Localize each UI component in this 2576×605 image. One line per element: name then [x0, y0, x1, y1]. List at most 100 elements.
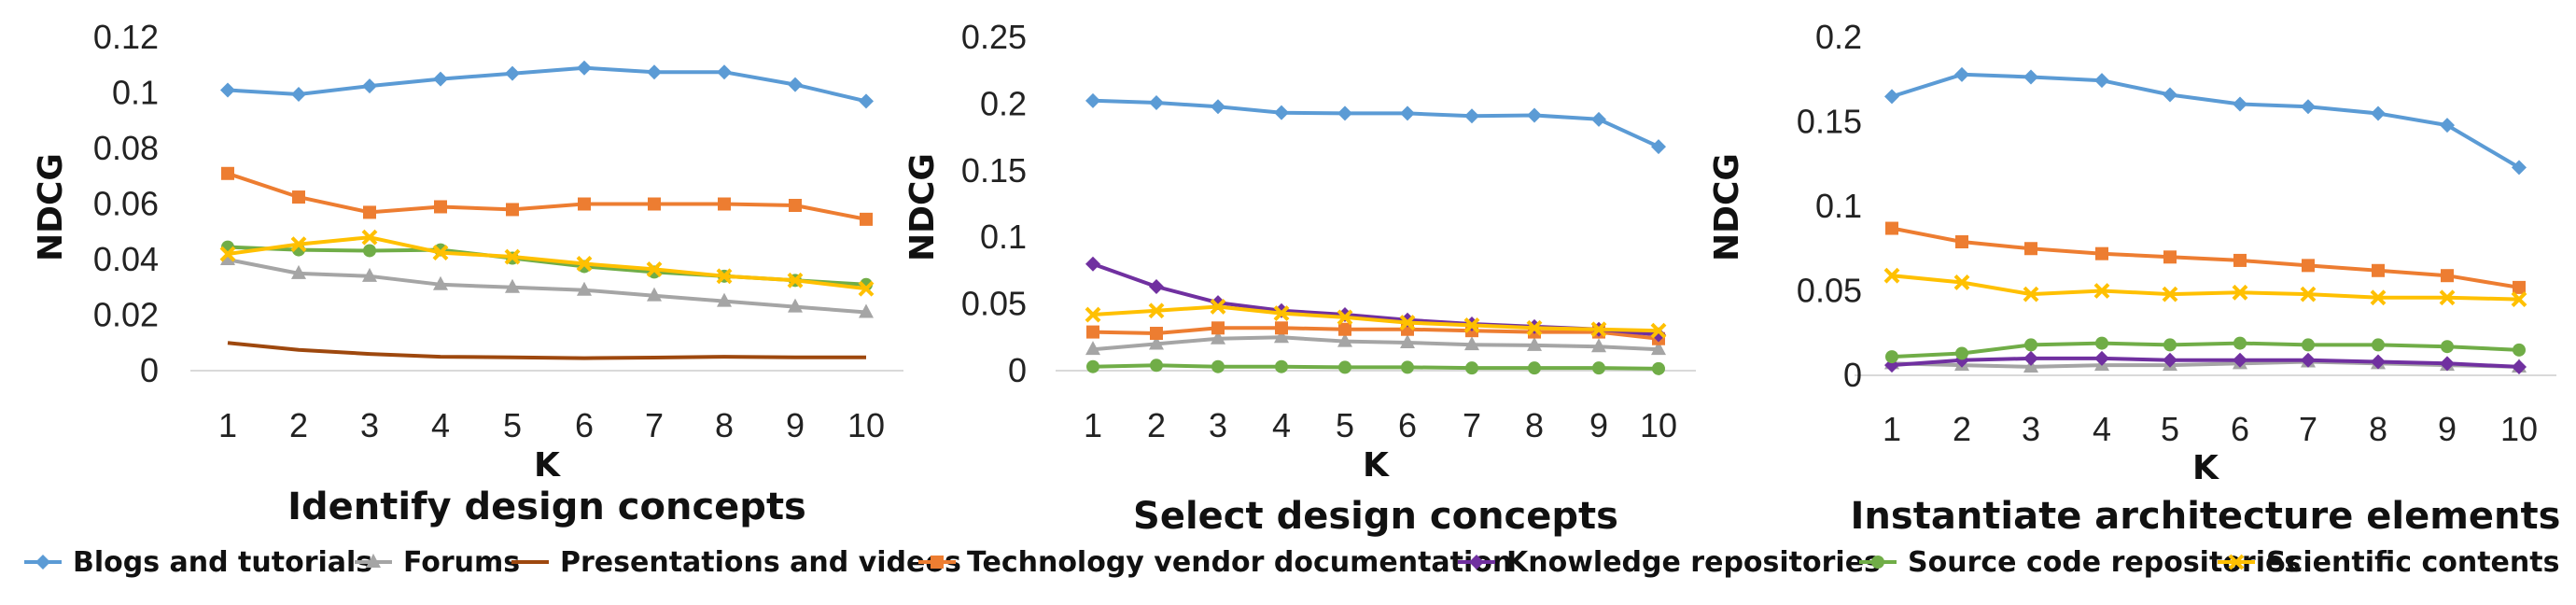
- data-point: [1592, 361, 1605, 375]
- series-line: [1891, 341, 2520, 359]
- y-tick-label: 0.15: [961, 151, 1027, 190]
- y-tick-label: 0.1: [112, 74, 159, 112]
- data-point: [1086, 325, 1099, 339]
- x-axis-label: K: [534, 446, 561, 485]
- legend: Blogs and tutorials Forums Presentations a…: [24, 546, 2559, 579]
- y-tick-label: 0.12: [93, 18, 159, 56]
- series-line: [227, 65, 867, 104]
- series-source-code-repositories: [1086, 359, 1665, 375]
- data-point: [363, 244, 376, 258]
- data-point: [2512, 160, 2527, 176]
- legend-item-presentations-and-videos: Presentations and videos: [511, 546, 961, 579]
- data-point: [2233, 96, 2247, 112]
- data-point: [2163, 87, 2177, 103]
- legend-item-scientific-contents: Scientific contents: [2218, 546, 2559, 579]
- data-point: [646, 260, 663, 277]
- x-tick-label: 7: [2299, 410, 2317, 448]
- x-tick-label: 2: [1147, 406, 1166, 444]
- data-point: [1400, 334, 1415, 349]
- y-axis-label: NDCG: [32, 153, 70, 261]
- data-point: [433, 71, 448, 87]
- series-blogs-and-tutorials: [1085, 92, 1666, 155]
- data-point: [1651, 139, 1666, 155]
- data-point: [2095, 246, 2108, 260]
- series-line: [1092, 98, 1659, 148]
- legend-label: Blogs and tutorials: [73, 546, 372, 579]
- data-point: [1274, 105, 1289, 120]
- data-point: [648, 197, 661, 211]
- data-point: [1150, 359, 1163, 373]
- x-tick-label: 9: [2438, 410, 2457, 448]
- data-point: [2300, 286, 2317, 302]
- y-tick-label: 0.1: [980, 218, 1027, 256]
- series-scientific-contents: [1085, 299, 1667, 339]
- data-point: [718, 197, 731, 211]
- y-tick-label: 0.02: [93, 296, 159, 334]
- data-point: [1337, 106, 1352, 121]
- legend-label: Presentations and videos: [560, 546, 961, 579]
- data-point: [220, 82, 235, 98]
- series-forums: [1085, 329, 1666, 356]
- data-point: [2372, 263, 2385, 277]
- data-point: [1085, 341, 1100, 356]
- legend-marker: [2228, 554, 2245, 570]
- x-tick-label: 5: [2161, 410, 2179, 448]
- data-point: [578, 197, 591, 211]
- data-point: [1527, 336, 1542, 351]
- x-tick-label: 3: [1209, 406, 1227, 444]
- data-point: [2371, 106, 2386, 121]
- data-point: [1883, 267, 1900, 284]
- chart-title: Identify design concepts: [287, 485, 806, 528]
- data-point: [1275, 321, 1288, 335]
- series-line: [1092, 304, 1659, 333]
- x-tick-label: 9: [786, 406, 805, 444]
- data-point: [716, 268, 733, 285]
- x-tick-label: 4: [1272, 406, 1291, 444]
- y-tick-label: 0.08: [93, 129, 159, 167]
- data-point: [1338, 360, 1351, 374]
- legend-item-knowledge-repositories: Knowledge repositories: [1458, 546, 1881, 579]
- x-tick-label: 1: [1084, 406, 1102, 444]
- series-line: [1891, 72, 2521, 170]
- data-point: [1337, 332, 1352, 347]
- series-line: [1891, 226, 2520, 289]
- data-point: [2024, 338, 2037, 352]
- data-point: [2233, 336, 2247, 350]
- series-technology-vendor-documentation: [221, 166, 873, 226]
- data-point: [1149, 94, 1164, 110]
- data-point: [2302, 259, 2315, 273]
- data-point: [1528, 361, 1541, 375]
- legend-label: Forums: [403, 546, 520, 579]
- data-point: [505, 65, 520, 81]
- series-blogs-and-tutorials: [1884, 66, 2527, 176]
- chart-3: 0 0.05 0.1 0.15 0.2 1 2 3 4 5 6 7 8 9 10 K NDCG Instantia…: [1708, 18, 2560, 538]
- data-point: [788, 298, 803, 313]
- data-point: [1652, 361, 1665, 375]
- y-tick-label: 0.15: [1797, 103, 1862, 141]
- x-tick-label: 4: [2093, 410, 2111, 448]
- data-point: [859, 93, 874, 109]
- series-blogs-and-tutorials: [220, 60, 874, 109]
- data-point: [432, 245, 449, 260]
- x-tick-label: 5: [503, 406, 522, 444]
- chart-title: Instantiate architecture elements: [1851, 495, 2561, 538]
- series-scientific-contents: [1883, 267, 2527, 307]
- data-point: [2233, 352, 2247, 368]
- data-point: [577, 60, 592, 76]
- y-tick-label: 0.04: [93, 240, 159, 278]
- data-point: [2441, 340, 2454, 354]
- data-point: [1273, 305, 1290, 322]
- y-tick-label: 0: [140, 351, 159, 389]
- y-tick-label: 0.25: [961, 18, 1027, 56]
- data-point: [2301, 352, 2316, 368]
- data-point: [1085, 306, 1101, 323]
- data-point: [1885, 221, 1898, 235]
- data-point: [505, 278, 520, 293]
- x-tick-label: 10: [1640, 406, 1677, 444]
- data-point: [2023, 69, 2038, 85]
- y-tick-label: 0: [1843, 356, 1862, 394]
- series-technology-vendor-documentation: [1885, 221, 2526, 294]
- y-tick-label: 0.06: [93, 185, 159, 223]
- data-point: [1650, 322, 1667, 339]
- data-point: [1086, 359, 1099, 373]
